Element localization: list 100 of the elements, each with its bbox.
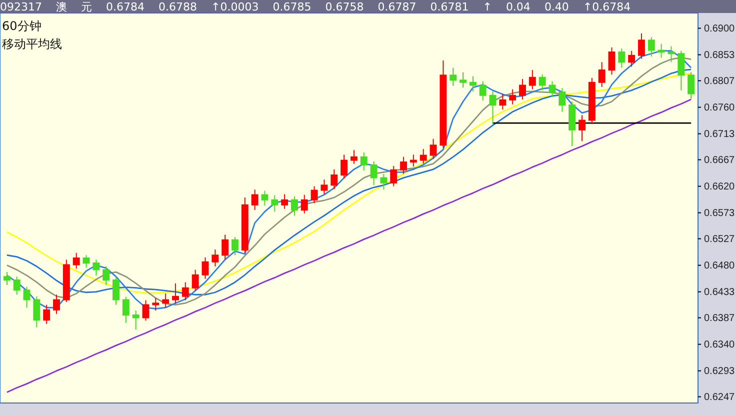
- y-tick-label: 0.6900: [704, 23, 736, 34]
- candlestick: [23, 286, 30, 308]
- candlestick: [13, 276, 20, 296]
- annotation: 0.6758: [325, 0, 364, 14]
- candlestick: [420, 148, 427, 164]
- candlestick: [122, 296, 130, 324]
- candlestick: [648, 36, 655, 57]
- candlestick: [548, 80, 556, 98]
- y-tick-label: 0.6713: [704, 128, 736, 140]
- text: 移动平均线: [2, 37, 62, 51]
- annotation: 澳: [56, 0, 67, 14]
- candlestick: [618, 48, 626, 68]
- candlestick: [400, 156, 408, 174]
- candlestick: [251, 189, 258, 210]
- line-series: [6, 98, 692, 393]
- y-tick-label: 0.6667: [704, 154, 736, 166]
- candlestick: [628, 50, 636, 68]
- candlestick: [320, 179, 328, 195]
- candlestick: [172, 282, 179, 304]
- annotation: ↑: [482, 0, 492, 14]
- candlestick: [212, 248, 219, 267]
- candlestick: [390, 165, 398, 187]
- annotation: 0.6781: [430, 0, 469, 14]
- candlestick: [310, 186, 318, 204]
- annotation: 0.6785: [272, 0, 312, 14]
- candlestick: [3, 272, 10, 286]
- annotation: 0.04: [506, 0, 530, 14]
- candlestick: [380, 173, 388, 190]
- candlestick: [509, 88, 516, 105]
- candlestick: [528, 70, 536, 90]
- candlestick: [112, 276, 120, 306]
- candlestick: [638, 32, 645, 60]
- candlestick: [568, 101, 576, 147]
- y-tick-label: 0.6527: [704, 234, 736, 245]
- y-tick-label: 0.6807: [704, 76, 736, 87]
- annotation: 092317: [0, 0, 42, 14]
- candlestick: [271, 194, 278, 212]
- candlestick: [102, 266, 110, 286]
- candlestick: [440, 60, 447, 148]
- candlestick: [598, 62, 606, 88]
- y-tick-label: 0.6340: [704, 340, 736, 350]
- annotation: 元: [81, 0, 92, 14]
- candlestick: [222, 234, 229, 260]
- candlestick: [688, 72, 695, 100]
- candlestick: [232, 236, 238, 256]
- annotation: 0.6788: [158, 0, 197, 14]
- candlestick: [410, 154, 417, 168]
- candlestick: [92, 259, 100, 276]
- candlestick: [668, 46, 675, 63]
- y-tick-label: 0.6387: [704, 312, 736, 324]
- candlestick: [678, 50, 685, 91]
- candlestick: [479, 80, 486, 101]
- candlestick: [350, 150, 358, 164]
- y-tick-label: 0.6433: [704, 287, 736, 298]
- candlestick: [241, 197, 248, 254]
- candlestick: [182, 282, 189, 301]
- y-tick-label: 0.6247: [704, 392, 736, 403]
- y-tick-label: 0.6760: [704, 102, 736, 114]
- y-tick-label: 0.6293: [704, 366, 736, 378]
- candlestick: [658, 44, 665, 58]
- candlestick: [192, 269, 199, 292]
- annotation: ↑0.0003: [211, 0, 259, 14]
- candlestick: [142, 300, 150, 322]
- candlestick: [360, 152, 368, 171]
- candlestick: [608, 46, 616, 76]
- candlestick: [53, 294, 60, 314]
- candlestick: [519, 78, 526, 100]
- text: 60分钟: [2, 19, 42, 33]
- candlestick: [450, 67, 457, 86]
- candlestick: [202, 256, 209, 280]
- y-tick-label: 0.6480: [704, 260, 736, 272]
- annotation: 0.40: [544, 0, 569, 14]
- y-tick-label: 0.6573: [704, 208, 736, 219]
- y-tick-label: 0.6853: [704, 50, 736, 61]
- candlestick: [162, 293, 170, 308]
- y-tick-label: 0.6620: [704, 181, 736, 192]
- candlestick: [588, 77, 596, 125]
- candlestick: [152, 298, 160, 311]
- candlestick: [43, 304, 50, 324]
- annotation: 0.6784: [106, 0, 144, 14]
- candlestick: [281, 194, 288, 210]
- candlestick: [469, 76, 476, 92]
- candlestick: [33, 296, 40, 328]
- annotation: ↑0.6784: [582, 0, 631, 14]
- candlestick: [370, 160, 378, 186]
- candlestick: [558, 88, 566, 112]
- candlestick: [578, 114, 586, 142]
- candlestick: [340, 154, 348, 179]
- annotation: 0.6787: [378, 0, 416, 14]
- candlestick: [132, 310, 140, 330]
- candlestick: [499, 93, 506, 110]
- candlestick: [72, 252, 80, 270]
- candlestick: [290, 196, 298, 216]
- candlestick: [62, 259, 70, 302]
- candlestick: [460, 72, 466, 88]
- candlestick: [538, 74, 546, 91]
- candlestick: [430, 138, 437, 160]
- candlestick: [330, 168, 338, 190]
- candlestick: [82, 254, 90, 268]
- candlestick: [489, 90, 496, 125]
